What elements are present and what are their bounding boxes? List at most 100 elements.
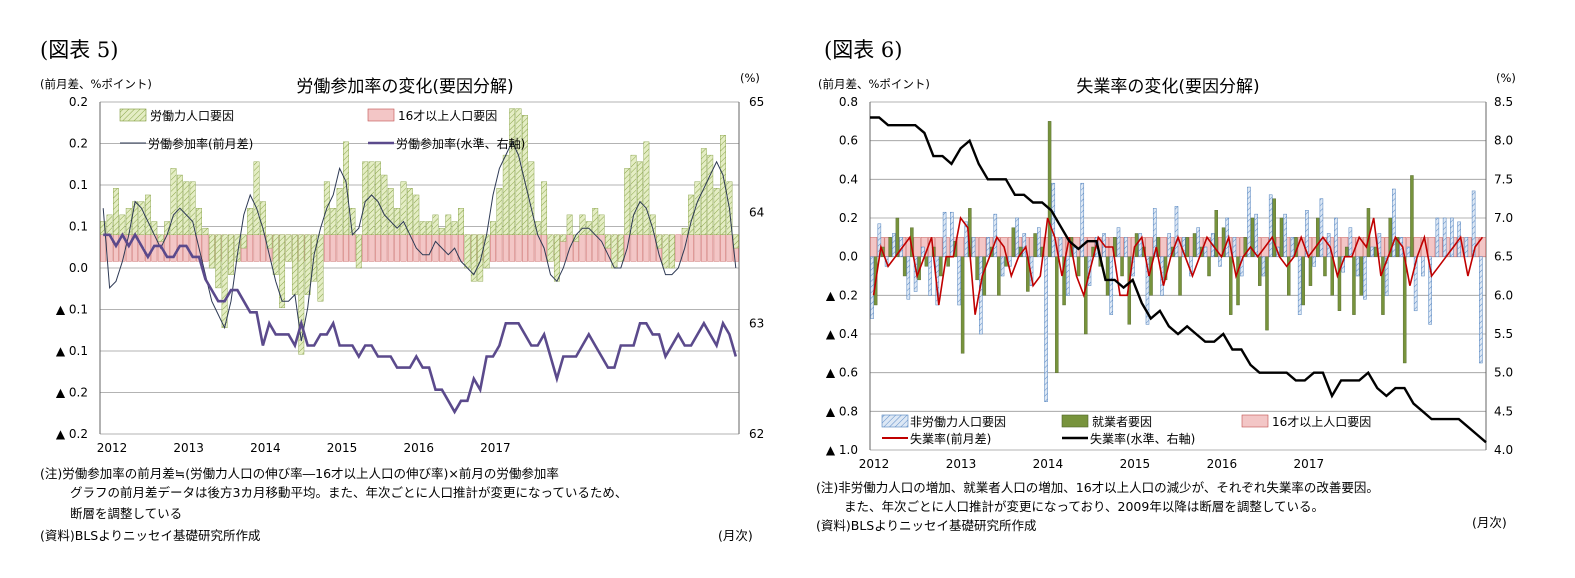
- labor-force-factor-bar: [394, 208, 401, 236]
- population-factor-bar: [1428, 237, 1436, 257]
- not-in-labor-force-bar: [1428, 256, 1432, 325]
- not-in-labor-force-bar: [1037, 227, 1041, 257]
- right-axis-unit: (%): [1496, 71, 1516, 85]
- labor-force-factor-bar: [336, 188, 343, 236]
- population-factor-bar: [100, 234, 107, 262]
- employed-factor-bar: [1250, 217, 1255, 257]
- employed-factor-bar: [1207, 256, 1211, 277]
- labor-force-factor-bar: [451, 221, 458, 236]
- population-factor-bar: [643, 234, 650, 262]
- legend-label: 非労働力人口要因: [910, 415, 1006, 429]
- labor-force-factor-bar: [406, 188, 413, 236]
- not-in-labor-force-bar: [906, 256, 911, 300]
- labor-force-factor-bar: [560, 234, 567, 242]
- not-in-labor-force-bar: [1435, 217, 1440, 257]
- labor-force-factor-bar: [553, 234, 560, 282]
- labor-force-factor-bar: [445, 214, 452, 236]
- labor-force-factor-bar: [228, 234, 234, 275]
- employed-factor-bar: [1033, 233, 1037, 257]
- x-tick: 2013: [946, 457, 977, 471]
- note-5-line-2: グラフの前月差データは後方3カ月移動平均。また、年次ごとに人口推計が変更になって…: [70, 485, 628, 500]
- population-factor-bar: [502, 234, 509, 262]
- population-factor-bar: [1297, 237, 1305, 257]
- labor-force-factor-bar: [400, 181, 407, 235]
- population-factor-bar: [726, 234, 733, 262]
- right-axis-unit: (%): [740, 71, 760, 85]
- labor-force-factor-bar: [605, 234, 611, 249]
- population-factor-bar: [490, 234, 496, 262]
- not-in-labor-force-bar: [1421, 256, 1425, 277]
- population-factor-bar: [713, 234, 720, 262]
- y-right-tick: 63: [749, 316, 764, 330]
- labor-force-factor-bar: [464, 234, 471, 269]
- labor-force-factor-bar: [106, 214, 113, 236]
- labor-force-factor-bar: [138, 201, 145, 236]
- population-factor-bar: [528, 234, 535, 262]
- labor-force-factor-bar: [426, 221, 433, 236]
- population-factor-bar: [1145, 237, 1153, 257]
- population-factor-bar: [343, 234, 349, 262]
- employed-factor-bar: [1323, 256, 1327, 277]
- labor-force-factor-bar: [649, 214, 656, 236]
- population-factor-bar: [387, 234, 394, 262]
- not-in-labor-force-bar: [1138, 233, 1143, 257]
- labor-force-factor-bar: [330, 208, 337, 236]
- population-factor-bar: [585, 234, 592, 262]
- y-left-tick: 0.0: [839, 250, 858, 264]
- unemployment-change-line: [872, 216, 1484, 315]
- employed-factor-bar: [1229, 256, 1233, 315]
- y-right-tick: 5.0: [1494, 366, 1513, 380]
- not-in-labor-force-bar: [1471, 190, 1476, 257]
- source-6: (資料)BLSよりニッセイ基礎研究所作成: [816, 518, 1037, 533]
- not-in-labor-force-bar: [950, 211, 954, 257]
- labor-force-factor-bar: [170, 168, 177, 235]
- not-in-labor-force-bar: [979, 256, 983, 335]
- population-factor-bar: [870, 237, 878, 257]
- y-left-tick: ▲ 0.2: [56, 386, 88, 400]
- employed-factor-bar: [1185, 237, 1189, 257]
- labor-force-factor-bar: [528, 161, 535, 235]
- labor-force-factor-bar: [368, 161, 375, 235]
- labor-force-factor-bar: [272, 234, 279, 275]
- employed-factor-bar: [902, 256, 907, 277]
- employed-factor-bar: [1402, 256, 1407, 364]
- employed-factor-bar: [1243, 237, 1247, 257]
- population-factor-bar: [400, 234, 407, 262]
- labor-force-factor-bar: [541, 181, 548, 235]
- not-in-labor-force-bar: [993, 213, 998, 257]
- population-factor-bar: [368, 234, 375, 262]
- employed-factor-bar: [1359, 256, 1363, 296]
- population-factor-bar: [496, 234, 503, 262]
- labor-force-factor-bar: [100, 221, 107, 236]
- figure-5-label: (図表 5): [40, 38, 119, 62]
- labor-force-factor-bar: [279, 234, 286, 309]
- labor-force-factor-bar: [208, 234, 215, 269]
- not-in-labor-force-bar: [870, 256, 874, 319]
- chart-5-title: 労働参加率の変化(要因分解): [296, 77, 513, 97]
- not-in-labor-force-bar: [921, 246, 925, 257]
- y-left-tick: ▲ 0.6: [826, 366, 858, 380]
- population-factor-bar: [253, 234, 260, 262]
- employed-factor-bar: [1301, 256, 1305, 306]
- legend-label: 16才以上人口要因: [398, 109, 497, 123]
- not-in-labor-force-bar: [1305, 210, 1309, 257]
- not-in-labor-force-bar: [1355, 256, 1360, 277]
- labor-force-factor-bar: [662, 234, 669, 269]
- labor-force-factor-bar: [681, 227, 688, 236]
- note-6-line-2: また、年次ごとに人口推計が変更になっており、2009年以降は断層を調整している。: [844, 499, 1324, 514]
- legend-label: 就業者要因: [1092, 415, 1152, 429]
- labor-force-factor-bar: [202, 227, 209, 236]
- labor-force-factor-bar: [522, 115, 528, 235]
- not-in-labor-force-bar: [1297, 256, 1302, 315]
- legend-label: 16才以上人口要因: [1272, 415, 1371, 429]
- x-tick: 2012: [97, 441, 128, 455]
- not-in-labor-force-bar: [1479, 256, 1483, 364]
- labor-force-factor-bar: [343, 141, 349, 235]
- employed-factor-bar: [1105, 256, 1110, 296]
- y-left-tick: ▲ 0.2: [56, 427, 88, 441]
- employed-factor-bar: [1315, 217, 1320, 257]
- figure-6-panel: (図表 6) 失業率の変化(要因分解) (前月差、%ポイント) (%) 0.8 0.6 0…: [790, 0, 1575, 578]
- population-factor-bar: [426, 234, 433, 262]
- y-right-tick: 4.0: [1494, 443, 1513, 457]
- not-in-labor-force-bar: [1022, 233, 1027, 257]
